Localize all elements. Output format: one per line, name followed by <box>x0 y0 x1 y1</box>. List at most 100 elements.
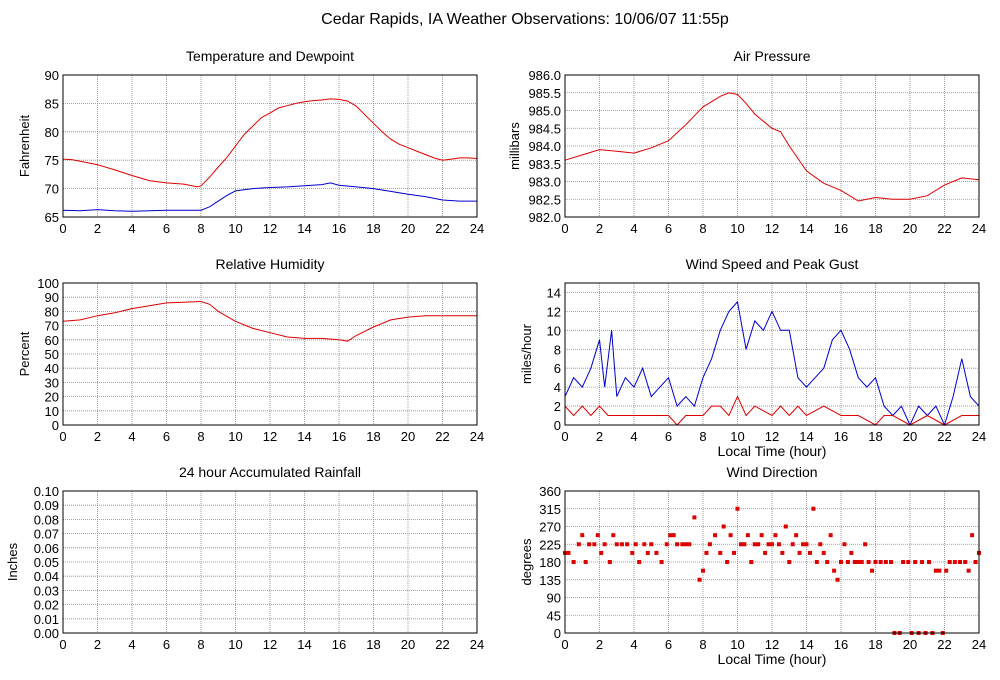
plot-frame <box>564 282 980 426</box>
data-point <box>794 533 799 538</box>
y-tick-label: 45 <box>547 608 561 623</box>
y-tick-label: 70 <box>45 319 59 334</box>
y-tick-label: 80 <box>45 304 59 319</box>
y-tick-label: 65 <box>45 210 59 225</box>
data-point <box>759 533 764 538</box>
data-point <box>675 542 680 547</box>
plot-frame <box>62 282 478 426</box>
data-point <box>952 560 957 564</box>
x-tick-label: 2 <box>596 221 603 236</box>
data-point <box>937 568 942 573</box>
y-tick-label: 985.5 <box>528 86 561 101</box>
data-point <box>611 533 616 538</box>
data-point <box>725 560 730 564</box>
y-tick-label: 2 <box>554 399 561 414</box>
data-point <box>721 524 726 529</box>
y-tick-label: 0 <box>554 626 561 641</box>
x-axis-label: Local Time (hour) <box>718 443 827 459</box>
data-point <box>801 542 806 547</box>
data-point <box>659 560 664 564</box>
x-tick-label: 8 <box>699 429 706 444</box>
x-tick-label: 0 <box>59 637 66 652</box>
x-tick-label: 24 <box>972 429 986 444</box>
data-point <box>649 542 654 547</box>
y-tick-label: 100 <box>37 276 59 291</box>
y-tick-label: 10 <box>547 323 561 338</box>
y-axis-label: Percent <box>17 331 32 376</box>
data-point <box>625 542 630 547</box>
x-tick-label: 20 <box>903 429 917 444</box>
x-tick-label: 12 <box>263 429 277 444</box>
y-tick-label: 85 <box>45 96 59 111</box>
data-point <box>607 560 612 564</box>
data-point <box>576 542 581 547</box>
chart-title: Wind Speed and Peak Gust <box>686 256 859 272</box>
x-tick-label: 20 <box>401 429 415 444</box>
data-point <box>735 506 740 511</box>
y-axis-label: millibars <box>507 122 522 170</box>
data-point <box>742 542 747 547</box>
x-tick-label: 10 <box>228 637 242 652</box>
data-point <box>889 560 894 564</box>
x-tick-label: 2 <box>596 429 603 444</box>
x-tick-label: 6 <box>163 637 170 652</box>
y-axis-label: degrees <box>519 538 534 585</box>
x-tick-label: 6 <box>665 221 672 236</box>
y-tick-label: 14 <box>547 285 561 300</box>
data-point <box>697 577 702 582</box>
x-tick-label: 0 <box>59 221 66 236</box>
x-tick-label: 4 <box>128 429 135 444</box>
data-point <box>926 560 931 564</box>
y-tick-label: 40 <box>45 361 59 376</box>
series-line-1 <box>62 300 477 342</box>
x-tick-label: 12 <box>765 429 779 444</box>
y-tick-label: 180 <box>539 555 561 570</box>
data-point <box>849 550 854 555</box>
x-tick-label: 2 <box>94 221 101 236</box>
y-tick-label: 984.5 <box>528 121 561 136</box>
x-tick-label: 18 <box>366 221 380 236</box>
x-tick-label: 24 <box>972 221 986 236</box>
data-point <box>732 550 737 555</box>
chart-title: Air Pressure <box>733 48 810 64</box>
data-point <box>878 560 883 564</box>
x-tick-label: 20 <box>401 221 415 236</box>
x-tick-label: 4 <box>630 429 637 444</box>
x-tick-label: 12 <box>765 221 779 236</box>
y-axis-label: Inches <box>5 542 20 581</box>
y-tick-label: 70 <box>45 182 59 197</box>
x-tick-label: 6 <box>163 221 170 236</box>
y-tick-label: 315 <box>539 502 561 517</box>
series-line-1 <box>62 98 478 188</box>
x-tick-label: 12 <box>765 637 779 652</box>
chart-panel-6: 0 2 4 6 8 10 12 14 16 18 20 22 240459013518022527031… <box>519 464 986 667</box>
data-point <box>637 560 642 564</box>
y-tick-label: 0.05 <box>34 555 59 570</box>
data-point <box>680 542 685 547</box>
data-point <box>766 542 771 547</box>
y-tick-label: 0.00 <box>34 626 59 641</box>
data-point <box>970 533 975 538</box>
y-tick-label: 0.07 <box>34 527 59 542</box>
data-point <box>973 560 978 564</box>
chart-title: Wind Direction <box>726 464 817 480</box>
x-tick-label: 16 <box>834 429 848 444</box>
data-point <box>873 560 878 564</box>
data-point <box>580 533 585 538</box>
y-tick-label: 0.10 <box>34 484 59 499</box>
x-tick-label: 8 <box>197 221 204 236</box>
y-tick-label: 986.0 <box>528 68 561 83</box>
data-point <box>571 560 576 564</box>
y-tick-label: 50 <box>45 347 59 362</box>
data-point <box>901 560 906 564</box>
data-point <box>963 560 968 564</box>
x-tick-label: 18 <box>868 429 882 444</box>
data-point <box>842 542 847 547</box>
data-point <box>713 533 718 538</box>
series-line-2 <box>62 182 477 212</box>
chart-panel-2: 0 2 4 6 8 10 12 14 16 18 20 22 24982.0982.5983.0983.… <box>507 48 986 236</box>
data-point <box>883 560 888 564</box>
x-tick-label: 22 <box>937 221 951 236</box>
y-tick-label: 135 <box>539 573 561 588</box>
data-point <box>752 542 757 547</box>
